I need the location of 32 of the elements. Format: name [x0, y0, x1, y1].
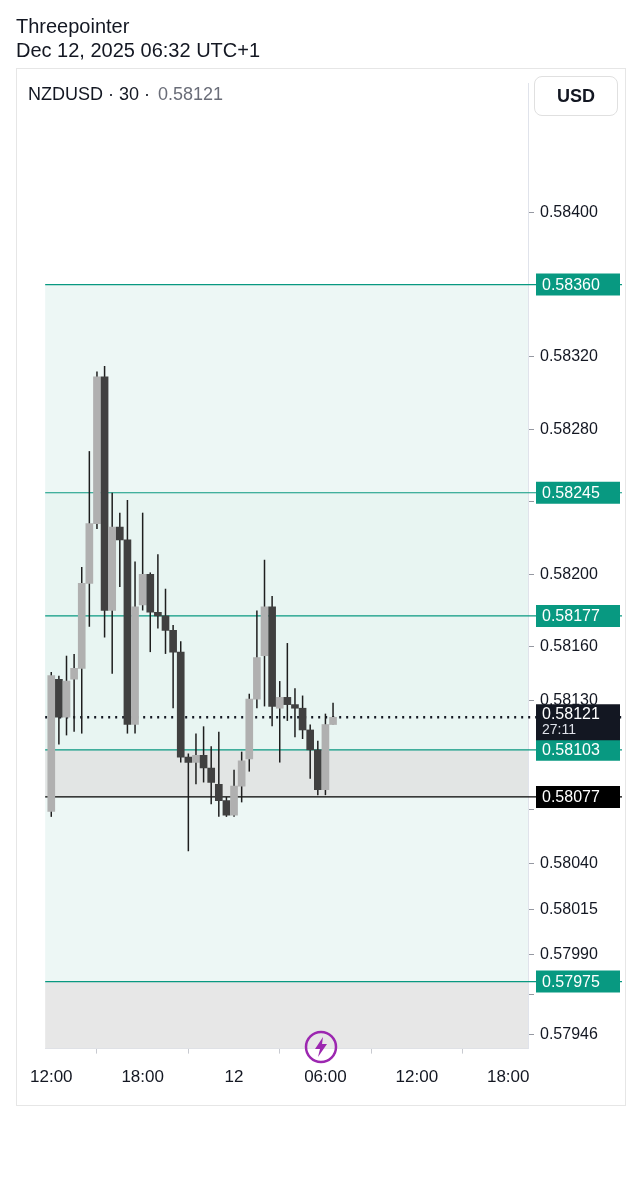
y-tick-label: 0.58400 — [540, 202, 598, 220]
ref-line-label: 0.58103 — [542, 741, 600, 759]
y-tick-label: 0.58280 — [540, 419, 598, 437]
candlestick — [115, 511, 124, 588]
ref-line-label: 0.58245 — [542, 484, 600, 502]
candlestick — [207, 745, 216, 805]
x-tick-label: 06:00 — [304, 1067, 347, 1087]
ref-line-label: 0.58077 — [542, 788, 600, 806]
chart-title: NZDUSD · 30 · — [28, 84, 151, 104]
annotation: 0.58121 — [158, 84, 224, 104]
x-tick-label: 18:00 — [486, 1067, 530, 1087]
x-tick-label: 12:00 — [395, 1067, 439, 1087]
ref-line-label: 0.58360 — [542, 275, 600, 293]
y-tick-label: 0.58320 — [540, 347, 598, 365]
x-tick-label: 12:00 — [30, 1067, 73, 1087]
y-tick-label: 0.58015 — [540, 899, 598, 917]
text: Dec 12, 2025 06:32 UTC+1 — [16, 39, 261, 61]
y-tick-label: 0.57946 — [540, 1024, 598, 1042]
candlestick — [192, 732, 200, 786]
x-tick-label: 12 — [224, 1067, 244, 1087]
ref-line-label: 0.58177 — [542, 607, 600, 625]
candlestick — [306, 723, 315, 780]
y-tick-label: 0.58040 — [540, 854, 598, 872]
y-tick-label: 0.57990 — [540, 944, 598, 962]
ref-line-label: 0.58121 — [542, 704, 600, 722]
ref-line-label: 0.57975 — [542, 973, 600, 991]
y-tick-label: 0.58200 — [540, 564, 598, 582]
x-tick-label: 18:00 — [121, 1067, 164, 1087]
text: Threepointer — [16, 15, 130, 37]
y-axis-title: USD — [534, 76, 618, 116]
y-tick-label: 0.58160 — [540, 637, 598, 655]
text: 27:11 — [542, 721, 577, 738]
